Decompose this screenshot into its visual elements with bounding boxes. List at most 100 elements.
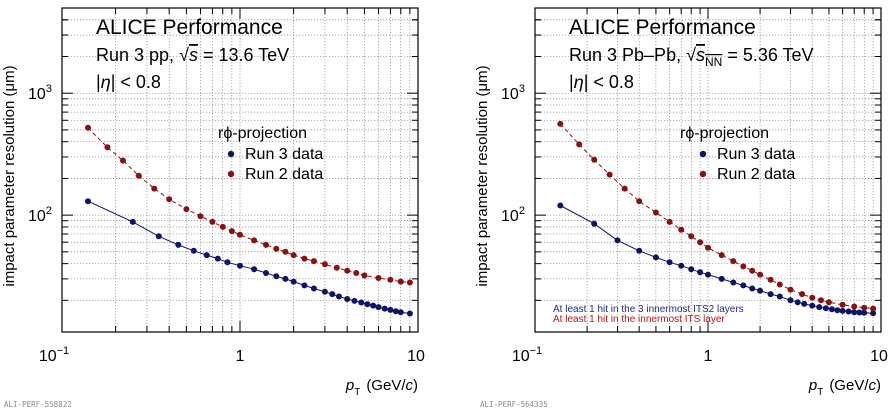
data-point — [636, 198, 643, 205]
data-point — [749, 285, 756, 292]
y-tick-label-base: 10 — [501, 208, 519, 225]
data-point — [85, 198, 91, 205]
data-point — [870, 310, 877, 317]
data-point — [718, 252, 725, 259]
data-point — [364, 301, 371, 308]
plot-frame — [534, 7, 882, 333]
collision-system-label: Run 3 pp, √s = 13.6 TeV — [96, 45, 289, 65]
data-point — [606, 171, 613, 178]
data-point — [697, 269, 704, 276]
data-point — [224, 259, 231, 266]
data-point — [834, 307, 841, 314]
x-axis-label-unit-c: c — [406, 377, 414, 394]
x-tick-label-10: 10 — [870, 348, 888, 365]
eta-bar-right: | — [111, 72, 121, 92]
eta-cut-label: |η| < 0.8 — [569, 72, 634, 92]
y-axis-label: impact parameter resolution (μm) — [1, 65, 18, 286]
data-point — [228, 228, 235, 235]
data-point — [310, 258, 317, 265]
data-point — [333, 264, 340, 271]
data-point — [85, 124, 91, 131]
y-tick-label-exponent: 3 — [46, 83, 52, 95]
data-point — [801, 300, 808, 307]
grid — [535, 8, 881, 332]
y-tick-label-exponent: 2 — [46, 205, 52, 217]
data-point — [688, 266, 695, 273]
x-axis-label-subscript: T — [817, 387, 823, 398]
data-point — [273, 273, 280, 280]
energy-value: = 13.6 TeV — [198, 45, 289, 65]
x-axis-label-unit-c: c — [869, 377, 877, 394]
data-point — [809, 294, 816, 301]
energy-symbol: s — [189, 45, 198, 65]
data-point — [321, 261, 328, 268]
data-point — [757, 271, 764, 278]
legend-marker-run3 — [227, 150, 235, 158]
x-tick-label-0.1: 10−1 — [39, 345, 69, 365]
eta-cut-value: < 0.8 — [593, 72, 634, 92]
data-point — [353, 270, 360, 276]
data-point — [310, 285, 317, 292]
data-point — [183, 206, 190, 213]
data-point — [175, 241, 182, 248]
data-point — [197, 213, 204, 220]
data-point — [301, 255, 308, 262]
data-point — [263, 241, 269, 248]
legend-marker-run2 — [699, 170, 707, 178]
data-point — [705, 244, 711, 251]
data-point — [203, 252, 210, 259]
data-point — [370, 302, 377, 309]
data-point — [688, 233, 695, 240]
eta-symbol: η — [574, 72, 584, 92]
collision-system: Run 3 Pb–Pb, — [569, 45, 686, 65]
energy-symbol: s — [696, 45, 705, 65]
data-point — [282, 248, 289, 255]
data-point — [129, 218, 136, 225]
figure-id-watermark: ALI-PERF-558822 — [4, 400, 72, 409]
data-point — [666, 218, 673, 225]
data-point — [251, 266, 258, 273]
data-point — [387, 306, 394, 313]
data-point — [406, 279, 413, 286]
x-tick-label-1: 1 — [236, 348, 245, 365]
x-axis-label-unit: (GeV/ — [366, 377, 406, 394]
data-point — [666, 259, 673, 266]
data-point — [591, 156, 598, 163]
data-point — [151, 185, 158, 192]
data-point — [757, 287, 764, 294]
data-point — [557, 202, 564, 209]
data-point — [818, 297, 824, 304]
data-point — [652, 254, 659, 261]
data-point — [336, 293, 342, 300]
plot-frame — [61, 7, 419, 333]
collision-system-label: Run 3 Pb–Pb, √sNN = 5.36 TeV — [569, 45, 814, 69]
data-point — [344, 267, 351, 274]
x-axis-label: pT (GeV/c) — [345, 377, 418, 398]
chart-title: ALICE Performance — [96, 16, 283, 39]
data-point — [851, 303, 858, 310]
x-tick-label-10: 10 — [407, 348, 425, 365]
y-tick-label-exponent: 3 — [519, 83, 525, 95]
data-point — [809, 302, 816, 309]
data-point — [329, 291, 336, 298]
legend-title: rϕ-projection — [680, 125, 769, 142]
x-axis-label-symbol: p — [345, 377, 354, 394]
legend-label-run3: Run 3 data — [245, 146, 323, 163]
data-point — [828, 306, 835, 313]
sqrt-symbol: √ — [179, 45, 189, 65]
data-point — [825, 299, 832, 306]
data-point — [155, 233, 162, 240]
y-axis-label: impact parameter resolution (μm) — [474, 65, 491, 286]
x-axis-label-unit-close: ) — [876, 377, 881, 394]
data-point — [839, 307, 846, 314]
data-point — [321, 288, 328, 295]
data-point — [861, 309, 868, 316]
x-axis-label-unit-close: ) — [413, 377, 418, 394]
y-tick-label-100: 102 — [28, 205, 52, 225]
series-run3 — [85, 198, 413, 317]
figure-id-watermark: ALI-PERF-564335 — [480, 400, 548, 409]
series-run2 — [557, 120, 877, 312]
x-tick-label-1: 1 — [704, 348, 713, 365]
